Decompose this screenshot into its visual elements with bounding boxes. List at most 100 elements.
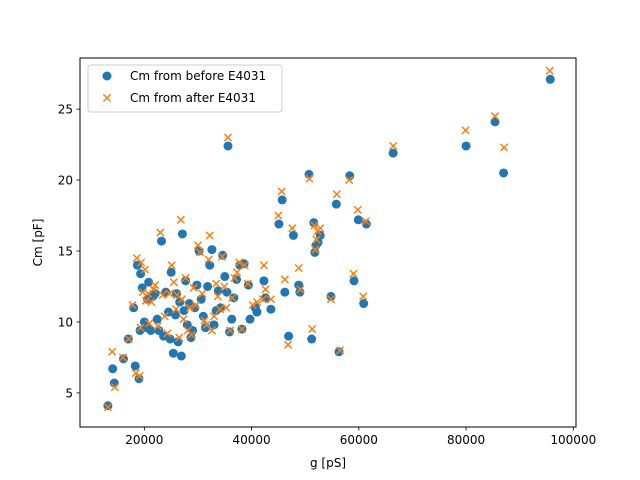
point-before-e4031 — [144, 277, 154, 287]
point-after-e4031 — [248, 300, 257, 310]
point-after-e4031 — [259, 261, 269, 270]
point-before-e4031 — [310, 247, 320, 257]
point-after-e4031 — [149, 285, 158, 294]
point-before-e4031 — [220, 272, 230, 282]
point-before-e4031 — [545, 74, 555, 84]
x-tick-label: 20000 — [125, 433, 163, 447]
point-after-e4031 — [288, 224, 297, 233]
point-before-e4031 — [223, 141, 233, 151]
point-after-e4031 — [150, 280, 160, 290]
point-after-e4031 — [200, 316, 209, 325]
y-axis-label: Cm [pF] — [31, 219, 45, 267]
point-after-e4031 — [349, 269, 358, 278]
legend-marker-before — [102, 71, 112, 81]
point-after-e4031 — [361, 217, 370, 226]
point-after-e4031 — [545, 66, 554, 75]
point-after-e4031 — [261, 285, 270, 294]
point-after-e4031 — [230, 273, 239, 283]
point-before-e4031 — [130, 361, 140, 371]
point-after-e4031 — [332, 190, 341, 199]
point-after-e4031 — [215, 305, 225, 314]
point-after-e4031 — [187, 330, 196, 339]
point-after-e4031 — [175, 333, 184, 342]
legend-label-before: Cm from before E4031 — [130, 69, 266, 83]
point-before-e4031 — [108, 364, 118, 374]
point-after-e4031 — [305, 174, 314, 183]
point-before-e4031 — [388, 148, 398, 158]
point-before-e4031 — [490, 117, 500, 127]
point-after-e4031 — [232, 268, 242, 277]
point-before-e4031 — [359, 299, 369, 309]
point-after-e4031 — [145, 319, 154, 328]
point-before-e4031 — [177, 229, 187, 239]
point-before-e4031 — [274, 219, 284, 229]
y-tick-label: 5 — [65, 386, 73, 400]
point-after-e4031 — [205, 231, 214, 240]
point-after-e4031 — [195, 248, 205, 257]
point-after-e4031 — [389, 141, 398, 151]
x-tick-label: 100000 — [550, 433, 596, 447]
point-before-e4031 — [461, 141, 471, 151]
point-after-e4031 — [358, 292, 368, 301]
point-after-e4031 — [204, 255, 213, 264]
point-after-e4031 — [266, 295, 276, 304]
point-after-e4031 — [176, 215, 185, 224]
point-after-e4031 — [179, 315, 188, 324]
point-after-e4031 — [191, 300, 200, 310]
point-before-e4031 — [150, 289, 160, 299]
point-before-e4031 — [207, 245, 217, 255]
point-before-e4031 — [252, 307, 262, 317]
point-after-e4031 — [169, 278, 178, 287]
point-after-e4031 — [209, 312, 219, 321]
point-before-e4031 — [277, 195, 287, 205]
point-after-e4031 — [140, 265, 150, 274]
point-after-e4031 — [108, 347, 117, 356]
point-after-e4031 — [220, 282, 229, 291]
point-after-e4031 — [160, 312, 169, 321]
point-after-e4031 — [353, 205, 362, 214]
point-before-e4031 — [227, 314, 237, 324]
legend-box — [87, 64, 283, 113]
plot-frame — [79, 57, 577, 428]
point-before-e4031 — [295, 287, 305, 297]
y-tick-label: 25 — [58, 103, 73, 117]
point-after-e4031 — [237, 324, 247, 334]
point-after-e4031 — [147, 297, 156, 307]
point-before-e4031 — [209, 320, 219, 330]
point-after-e4031 — [165, 289, 174, 298]
point-after-e4031 — [490, 112, 500, 121]
point-after-e4031 — [277, 187, 286, 196]
point-before-e4031 — [361, 219, 371, 229]
point-before-e4031 — [284, 331, 294, 341]
point-after-e4031 — [283, 340, 293, 349]
legend-label-after: Cm from after E4031 — [130, 91, 256, 105]
point-after-e4031 — [326, 295, 336, 304]
point-after-e4031 — [153, 322, 162, 331]
point-before-e4031 — [353, 215, 363, 225]
point-after-e4031 — [103, 403, 113, 412]
point-after-e4031 — [311, 245, 320, 254]
point-before-e4031 — [288, 230, 298, 240]
point-after-e4031 — [198, 289, 207, 298]
point-before-e4031 — [349, 276, 359, 286]
point-before-e4031 — [166, 267, 176, 277]
point-after-e4031 — [143, 289, 153, 298]
point-after-e4031 — [335, 346, 345, 355]
x-tick-label: 80000 — [447, 433, 485, 447]
point-before-e4031 — [157, 236, 167, 246]
point-after-e4031 — [124, 334, 133, 344]
point-after-e4031 — [280, 275, 289, 284]
point-after-e4031 — [235, 258, 244, 267]
point-before-e4031 — [165, 334, 175, 344]
point-after-e4031 — [136, 323, 145, 332]
point-after-e4031 — [312, 235, 321, 244]
point-after-e4031 — [181, 273, 190, 283]
point-after-e4031 — [222, 303, 231, 312]
point-before-e4031 — [259, 276, 269, 286]
point-after-e4031 — [226, 326, 235, 335]
point-after-e4031 — [500, 143, 509, 152]
point-after-e4031 — [316, 224, 325, 233]
point-before-e4031 — [176, 351, 186, 361]
point-after-e4031 — [212, 279, 221, 288]
point-before-e4031 — [280, 287, 290, 297]
